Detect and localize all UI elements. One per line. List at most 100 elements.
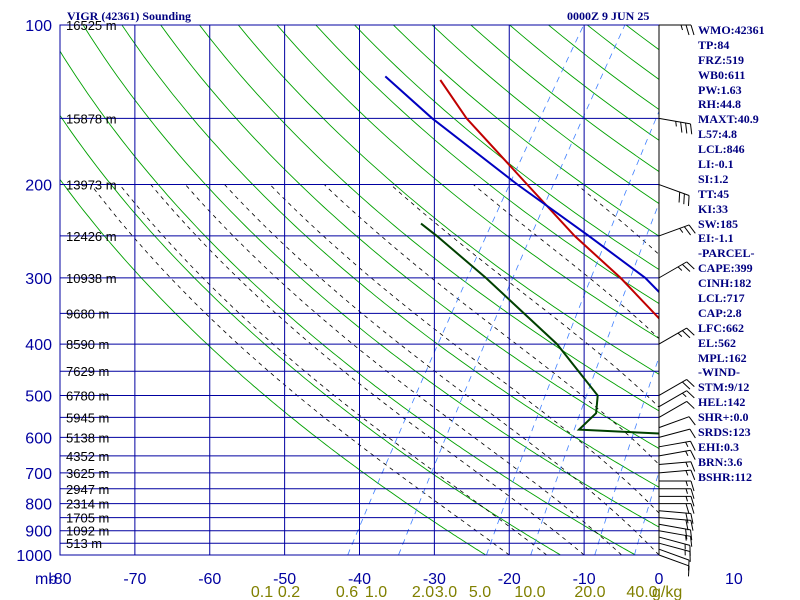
height-label: 7629 m <box>66 364 109 379</box>
wind-barb <box>658 449 696 460</box>
moist-adiabat-line <box>269 184 659 514</box>
wind-barb-flag <box>690 520 694 531</box>
wind-barb-flag <box>680 122 683 133</box>
mixing-ratio-line <box>486 110 659 555</box>
wind-barb-flag <box>690 513 694 524</box>
wind-barb-flag <box>688 224 696 234</box>
wind-barb-flag <box>690 24 695 36</box>
dry-adiabat-line <box>764 13 800 566</box>
wind-barb-flag <box>690 496 695 507</box>
wind-barb-shaft <box>658 469 691 474</box>
wind-barb-flag <box>682 381 691 390</box>
height-label: 4352 m <box>66 449 109 464</box>
height-label: 5138 m <box>66 430 109 445</box>
index-item: BRN:3.6 <box>698 454 743 469</box>
mixing-ratio-label: 5.0 <box>469 584 491 600</box>
wind-barb-shaft <box>658 416 690 429</box>
height-label: 8590 m <box>66 337 109 352</box>
mixing-ratio-line <box>347 25 585 555</box>
index-item: MAXT:40.9 <box>698 112 759 127</box>
height-label: 16525 m <box>66 18 117 33</box>
skewt-background-lines <box>59 13 800 566</box>
wind-barb-flag <box>685 512 689 524</box>
wind-barb-column <box>658 24 696 577</box>
mixing-ratio-label: 2.0 <box>412 584 434 600</box>
traces-clip <box>384 75 659 435</box>
sounding-datetime: 0000Z 9 JUN 25 <box>567 9 650 23</box>
wind-barb <box>658 548 690 571</box>
wind-barb-flag <box>690 123 693 135</box>
temperature-tick-label: -80 <box>48 571 71 588</box>
wind-barb <box>658 440 696 451</box>
wind-barb-shaft <box>658 530 691 537</box>
moist-adiabat-line <box>90 184 510 555</box>
wind-barb-half-flag <box>685 488 688 494</box>
wind-barb <box>658 469 696 480</box>
wind-barb <box>658 117 693 135</box>
wind-barb-flag <box>685 24 690 36</box>
wind-barb <box>658 224 696 237</box>
wind-barb-shaft <box>658 224 690 237</box>
height-label: 12426 m <box>66 229 117 244</box>
height-label: 2314 m <box>66 497 109 512</box>
index-item: LI:-0.1 <box>698 157 734 172</box>
wind-barb <box>659 503 695 514</box>
dry-adiabat-line <box>276 25 659 340</box>
pressure-label: 300 <box>25 271 52 288</box>
wind-barb-flag <box>689 428 696 439</box>
temperature-tick-label: -10 <box>573 571 596 588</box>
pressure-label: 800 <box>25 497 52 514</box>
mixing-ratio-label: 0.2 <box>278 584 300 600</box>
index-item: CAPE:399 <box>698 261 753 276</box>
wind-barb-shaft <box>658 117 691 125</box>
dry-adiabat-line <box>353 25 659 271</box>
wind-barb-shaft <box>658 542 691 552</box>
wind-barb <box>658 416 696 429</box>
index-item: EL:562 <box>698 335 737 350</box>
parcel-trace <box>384 75 659 294</box>
mixing-ratio-label: 0.1 <box>251 584 273 600</box>
index-item: CAP:2.8 <box>698 305 742 320</box>
wind-barb <box>658 517 694 531</box>
dry-adiabat-line <box>82 25 659 528</box>
wind-barb-shaft <box>658 400 687 418</box>
wind-barb <box>659 480 695 492</box>
moist-adiabat-line <box>150 184 585 555</box>
height-label: 13973 m <box>66 178 117 193</box>
pressure-label: 1000 <box>16 548 52 565</box>
wind-barb-shaft <box>658 554 690 567</box>
wind-barb-flag <box>683 226 692 236</box>
wind-barb-half-flag <box>685 461 689 468</box>
index-item: SHR+:0.0 <box>698 410 749 425</box>
wind-barb <box>658 530 693 547</box>
index-item: MPL:162 <box>698 350 747 365</box>
index-item: -PARCEL- <box>698 246 755 261</box>
temperature-tick-label: -30 <box>423 571 446 588</box>
wind-barb-flag <box>683 193 685 205</box>
index-item: EHI:0.3 <box>698 439 740 454</box>
wind-barb-half-flag <box>685 470 689 476</box>
wind-barb-half-flag <box>685 450 689 457</box>
wind-barb-half-flag <box>682 392 687 398</box>
pressure-label: 200 <box>25 178 52 195</box>
wind-barb-shaft <box>658 449 691 457</box>
wind-barb-shaft <box>658 523 691 531</box>
wind-barb-flag <box>682 330 691 339</box>
moist-adiabat-line <box>185 184 622 555</box>
index-item: PW:1.63 <box>698 82 742 97</box>
height-label: 513 m <box>66 536 102 551</box>
mixing-ratio-line <box>398 25 626 555</box>
mixing-ratio-label: 10.0 <box>514 584 545 600</box>
mixing-ratio-line <box>763 25 800 555</box>
height-label: 3625 m <box>66 466 109 481</box>
mixing-ratio-label: 0.6 <box>336 584 358 600</box>
wind-barb-half-flag <box>685 535 687 541</box>
wind-barb-shaft <box>658 517 691 521</box>
dry-adiabat-line <box>198 25 659 412</box>
wind-barb-flag <box>690 536 693 547</box>
mixing-ratio-label: 1.0 <box>365 584 387 600</box>
wind-barb-half-flag <box>677 266 683 271</box>
moist-adiabat-line <box>323 184 659 466</box>
index-item: TP:84 <box>698 37 730 52</box>
wind-barb-flag <box>685 122 688 134</box>
